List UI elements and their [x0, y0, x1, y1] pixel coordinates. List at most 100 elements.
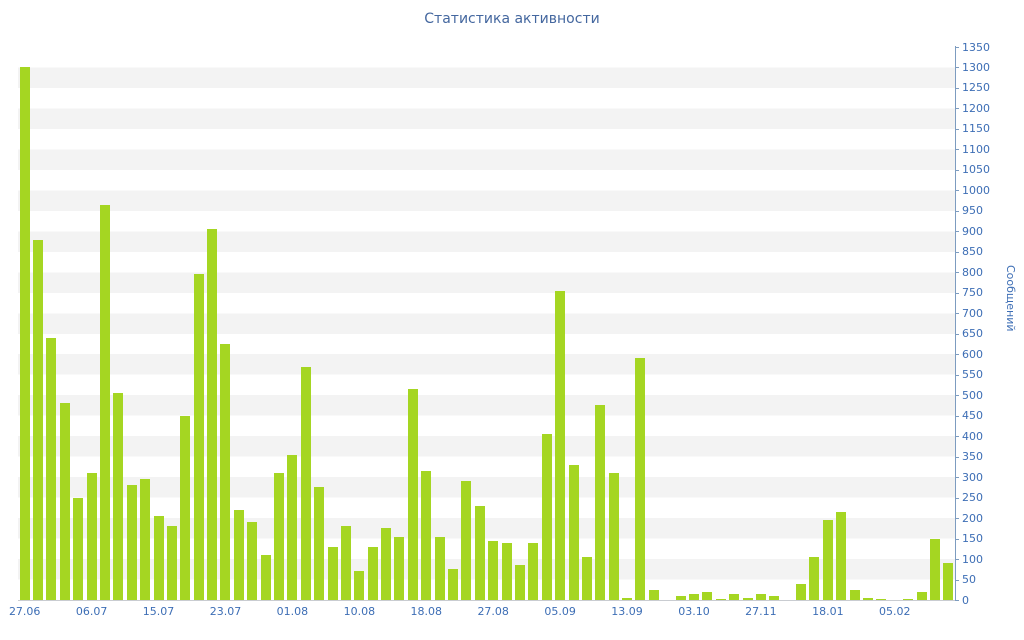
x-tick-label: 13.09	[611, 605, 643, 618]
x-tick-label: 03.10	[678, 605, 710, 618]
bar	[916, 591, 927, 600]
bar	[46, 337, 57, 600]
y-tick-mark	[955, 436, 959, 438]
bar	[595, 405, 606, 600]
bar	[407, 389, 418, 600]
bar	[461, 481, 472, 600]
bar	[769, 595, 780, 600]
bar	[501, 542, 512, 600]
chart-title: Статистика активности	[424, 11, 600, 27]
bar	[635, 358, 646, 600]
y-tick-label: 100	[962, 552, 983, 566]
y-tick-mark	[955, 538, 959, 540]
bar	[126, 485, 137, 600]
y-tick-label: 600	[962, 347, 983, 361]
y-tick-label: 900	[962, 224, 983, 238]
bar	[528, 542, 539, 600]
bar	[796, 583, 807, 600]
y-tick-mark	[955, 231, 959, 233]
y-tick-label: 550	[962, 368, 983, 382]
y-tick-label: 500	[962, 388, 983, 402]
bar	[260, 554, 271, 600]
bar	[729, 593, 740, 600]
bar	[836, 511, 847, 600]
y-tick-mark	[955, 292, 959, 294]
bar	[675, 595, 686, 600]
bar	[555, 290, 566, 600]
bar	[233, 509, 244, 600]
bar	[929, 538, 940, 600]
y-tick-mark	[955, 190, 959, 192]
x-tick-label: 23.07	[209, 605, 242, 618]
bar	[59, 403, 70, 600]
y-tick-label: 300	[962, 470, 983, 484]
x-tick-label: 15.07	[142, 605, 175, 618]
bar	[715, 598, 726, 600]
bar	[876, 598, 887, 600]
bar	[33, 239, 44, 600]
x-tick-label: 06.07	[75, 605, 108, 618]
bar	[514, 565, 525, 600]
x-axis-line	[18, 600, 956, 601]
y-tick-mark	[955, 67, 959, 69]
bar	[19, 67, 30, 600]
bar	[180, 415, 191, 600]
bar	[434, 536, 445, 600]
bar	[367, 546, 378, 600]
bar	[688, 593, 699, 600]
bar	[166, 526, 177, 600]
bar	[648, 589, 659, 600]
y-tick-mark	[955, 559, 959, 561]
y-tick-label: 650	[962, 327, 983, 341]
y-tick-mark	[955, 415, 959, 417]
bar	[314, 487, 325, 600]
bar	[541, 434, 552, 600]
y-tick-label: 800	[962, 265, 983, 279]
y-tick-label: 400	[962, 429, 983, 443]
y-tick-mark	[955, 272, 959, 274]
bar	[474, 505, 485, 600]
y-tick-label: 450	[962, 409, 983, 423]
y-tick-label: 1050	[962, 163, 990, 177]
x-tick-label: 18.01	[812, 605, 844, 618]
x-tick-label: 27.08	[477, 605, 509, 618]
bar	[421, 470, 432, 600]
bar	[274, 473, 285, 600]
bar	[140, 479, 151, 600]
bar	[943, 563, 954, 600]
bar	[581, 557, 592, 600]
y-tick-mark	[955, 374, 959, 376]
y-tick-label: 950	[962, 204, 983, 218]
y-tick-label: 1350	[962, 40, 990, 54]
y-tick-label: 850	[962, 245, 983, 259]
bar	[622, 597, 633, 600]
y-tick-label: 200	[962, 511, 983, 525]
bar	[702, 591, 713, 600]
y-tick-mark	[955, 251, 959, 253]
bar	[287, 454, 298, 600]
bar	[755, 593, 766, 600]
bar	[100, 204, 110, 600]
x-tick-label: 05.02	[879, 605, 911, 618]
bar	[394, 536, 405, 600]
y-tick-label: 1150	[962, 122, 990, 136]
plot-area	[18, 47, 955, 600]
y-tick-label: 1100	[962, 142, 990, 156]
bar	[822, 520, 833, 600]
x-tick-label: 10.08	[343, 605, 376, 618]
y-tick-label: 150	[962, 532, 983, 546]
y-tick-label: 750	[962, 286, 983, 300]
x-tick-label: 01.08	[276, 605, 309, 618]
y-tick-mark	[955, 497, 959, 499]
bar	[340, 526, 351, 600]
bar	[849, 589, 860, 600]
x-tick-label: 18.08	[410, 605, 443, 618]
bar	[327, 546, 338, 600]
bar	[488, 540, 499, 600]
x-tick-label: 27.06	[8, 605, 41, 618]
y-tick-mark	[955, 313, 959, 315]
y-tick-mark	[955, 149, 959, 151]
y-axis-title: Сообщений	[1004, 265, 1017, 332]
